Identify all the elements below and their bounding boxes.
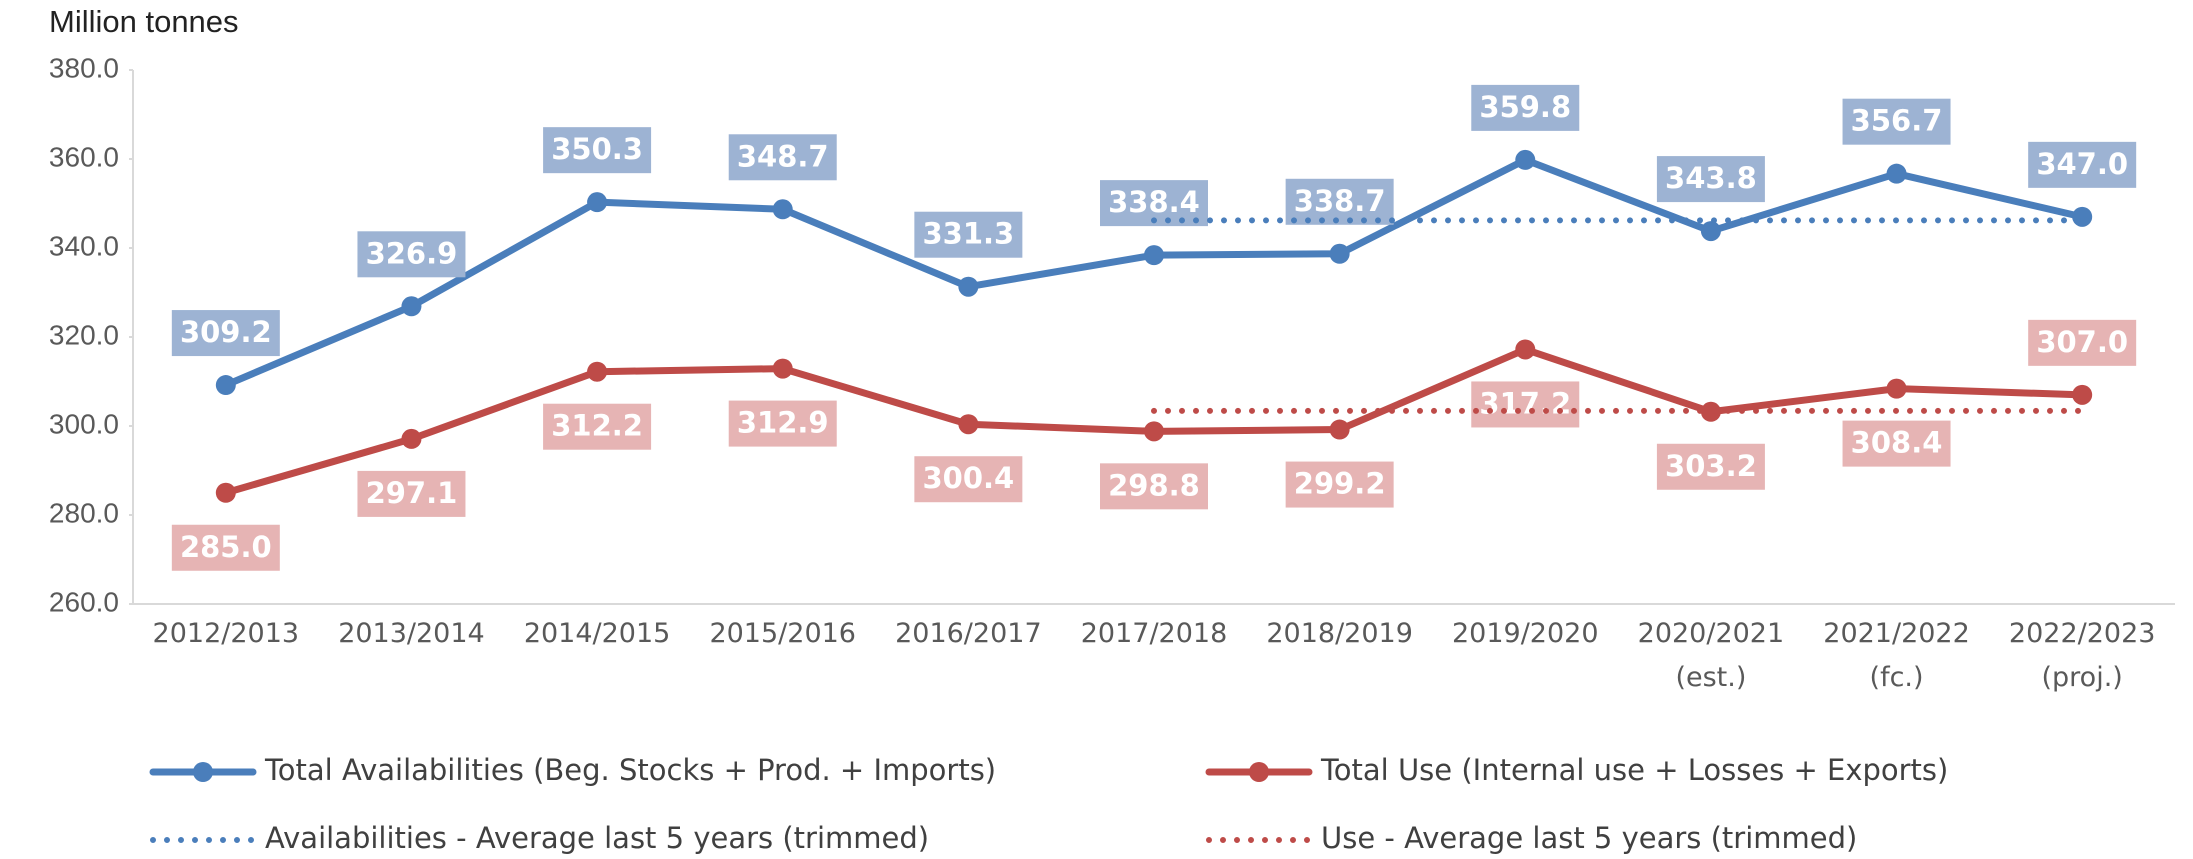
data-label-box: [1285, 461, 1394, 508]
data-label: 300.4: [922, 461, 1014, 495]
data-label-box: [1656, 443, 1765, 490]
data-label-box: [1656, 156, 1765, 203]
point: [1700, 401, 1721, 422]
x-tick-label: 2019/2020: [1452, 618, 1599, 649]
data-label-box: [1100, 463, 1208, 510]
data-label-box: [171, 310, 280, 357]
point: [1144, 245, 1164, 266]
data-label: 312.9: [737, 406, 829, 440]
point: [1700, 221, 1721, 242]
legend-label: Availabilities - Average last 5 years (t…: [265, 821, 929, 855]
x-tick-label: 2021/2022 (fc.): [1823, 618, 1970, 693]
point: [2072, 206, 2093, 227]
point: [958, 414, 979, 435]
point: [1886, 378, 1907, 399]
data-label-box: [728, 134, 837, 181]
data-label: 356.7: [1851, 104, 1943, 138]
data-label-box: [1471, 84, 1580, 131]
point: [772, 199, 793, 220]
data-label-box: [357, 470, 466, 517]
x-tick-label: 2013/2014: [338, 618, 485, 649]
y-tick-label: 360.0: [49, 141, 119, 172]
data-label: 303.2: [1665, 449, 1757, 483]
x-tick-label: 2014/2015: [523, 618, 671, 649]
data-label-box: [2028, 141, 2137, 188]
x-tick-label: 2022/2023 (proj.): [2008, 618, 2156, 693]
y-tick-label: 340.0: [49, 230, 119, 261]
legend-marker: [193, 762, 213, 782]
point: [1515, 339, 1536, 360]
data-label: 309.2: [180, 315, 272, 349]
point: [587, 361, 608, 382]
point: [587, 192, 608, 213]
data-label: 297.1: [366, 476, 458, 510]
point: [1515, 149, 1536, 170]
data-label: 299.2: [1294, 467, 1386, 501]
point: [1886, 163, 1907, 184]
data-label: 317.2: [1479, 386, 1571, 420]
data-label-box: [1842, 98, 1951, 145]
data-label-box: [914, 211, 1023, 258]
legend-label: Total Use (Internal use + Losses + Expor…: [1320, 753, 1948, 787]
data-label-box: [1285, 178, 1394, 225]
legend-label: Use - Average last 5 years (trimmed): [1321, 821, 1857, 855]
point: [2072, 384, 2093, 405]
data-label: 338.7: [1294, 184, 1386, 218]
data-label-box: [914, 456, 1023, 503]
data-label: 347.0: [2036, 147, 2128, 181]
point: [401, 296, 422, 317]
data-label: 298.8: [1108, 468, 1200, 502]
data-label: 326.9: [366, 236, 458, 270]
data-label: 308.4: [1851, 426, 1943, 460]
legend-marker: [1249, 762, 1269, 782]
data-label-box: [171, 524, 280, 571]
data-label: 312.2: [551, 409, 643, 443]
x-tick-label: 2018/2019: [1266, 618, 1413, 649]
point: [215, 482, 236, 503]
data-label-box: [1842, 420, 1951, 467]
data-label: 348.7: [737, 139, 829, 173]
data-label: 359.8: [1479, 90, 1571, 124]
data-label-box: [2028, 319, 2137, 366]
data-label: 331.3: [922, 217, 1014, 251]
data-label-box: [1471, 381, 1580, 428]
data-label-box: [543, 403, 652, 450]
data-label-box: [357, 231, 466, 278]
data-label: 350.3: [551, 132, 643, 166]
point: [215, 375, 236, 396]
data-label-box: [728, 400, 837, 447]
y-tick-label: 280.0: [49, 497, 119, 528]
data-label: 307.0: [2036, 325, 2128, 359]
x-tick-label: 2012/2013: [152, 618, 300, 649]
x-tick-label: 2017/2018: [1080, 618, 1228, 649]
x-tick-label: 2016/2017: [895, 618, 1042, 649]
legend-label: Total Availabilities (Beg. Stocks + Prod…: [264, 753, 996, 787]
point: [958, 276, 979, 297]
x-tick-label: 2020/2021 (est.): [1637, 618, 1785, 693]
y-tick-label: 300.0: [49, 408, 119, 439]
y-tick-label: 380.0: [49, 52, 119, 83]
data-label-box: [543, 127, 652, 174]
data-label: 338.4: [1108, 185, 1200, 219]
data-label: 285.0: [180, 530, 272, 564]
y-tick-label: 320.0: [49, 319, 119, 350]
point: [401, 428, 422, 449]
point: [1329, 419, 1350, 440]
y-axis-title: Million tonnes: [49, 4, 239, 39]
point: [1144, 421, 1164, 442]
point: [1329, 243, 1350, 264]
x-tick-label: 2015/2016: [709, 618, 856, 649]
point: [772, 358, 793, 379]
data-label: 343.8: [1665, 161, 1757, 195]
y-tick-label: 260.0: [49, 586, 119, 617]
